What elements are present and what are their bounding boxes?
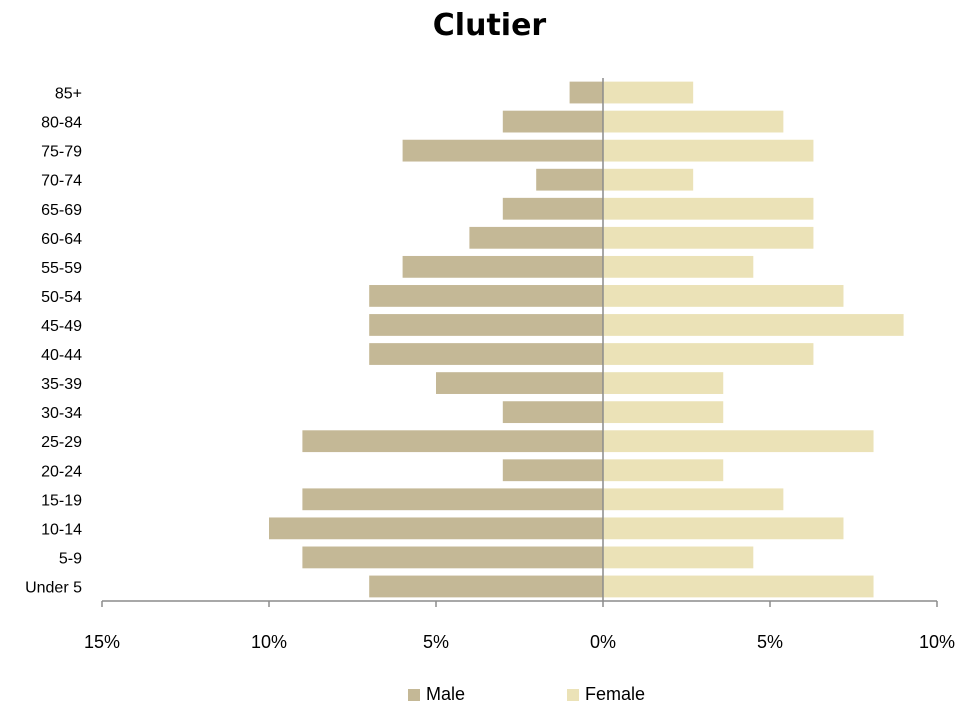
- category-label-40-44: 40-44: [41, 347, 82, 364]
- bar-female-20-24: [603, 459, 724, 482]
- bar-male-85-: [569, 81, 603, 104]
- category-label-35-39: 35-39: [41, 376, 82, 393]
- legend-item-female: Female: [567, 684, 645, 705]
- category-label-50-54: 50-54: [41, 289, 82, 306]
- category-label-85-: 85+: [55, 86, 82, 103]
- bar-female-10-14: [603, 517, 844, 540]
- bar-male-20-24: [502, 459, 603, 482]
- x-tick-label: 5%: [757, 632, 783, 652]
- bar-male-65-69: [502, 197, 603, 220]
- category-label-10-14: 10-14: [41, 521, 82, 538]
- x-tick-label: 0%: [590, 632, 616, 652]
- category-label-70-74: 70-74: [41, 173, 82, 190]
- bar-male-80-84: [502, 110, 603, 133]
- category-label-5-9: 5-9: [59, 550, 82, 567]
- bar-female-5-9: [603, 546, 754, 569]
- bar-male-under-5: [369, 575, 603, 598]
- category-label-80-84: 80-84: [41, 115, 82, 132]
- bar-male-75-79: [402, 139, 603, 162]
- category-label-55-59: 55-59: [41, 260, 82, 277]
- bar-male-25-29: [302, 430, 603, 453]
- legend-item-male: Male: [408, 684, 465, 705]
- category-label-25-29: 25-29: [41, 434, 82, 451]
- category-label-30-34: 30-34: [41, 405, 82, 422]
- category-label-45-49: 45-49: [41, 318, 82, 335]
- bar-male-10-14: [269, 517, 603, 540]
- bar-male-15-19: [302, 488, 603, 511]
- bar-male-30-34: [502, 401, 603, 424]
- bar-male-40-44: [369, 343, 603, 365]
- legend: Male Female: [0, 684, 979, 712]
- bar-female-35-39: [603, 372, 724, 394]
- legend-swatch-male: [408, 688, 420, 701]
- bar-female-70-74: [603, 168, 694, 191]
- category-label-65-69: 65-69: [41, 202, 82, 219]
- bar-female-75-79: [603, 139, 814, 162]
- bar-female-30-34: [603, 401, 724, 424]
- bar-female-85-: [603, 81, 694, 104]
- bar-female-60-64: [603, 226, 814, 249]
- x-tick-label: 10%: [251, 632, 287, 652]
- bar-female-65-69: [603, 197, 814, 220]
- bar-female-15-19: [603, 488, 784, 511]
- category-label-75-79: 75-79: [41, 144, 82, 161]
- bar-female-under-5: [603, 575, 874, 598]
- bar-female-80-84: [603, 110, 784, 133]
- bar-female-40-44: [603, 343, 814, 365]
- bar-female-55-59: [603, 255, 754, 278]
- bar-male-5-9: [302, 546, 603, 569]
- category-label-60-64: 60-64: [41, 231, 82, 248]
- x-tick-label: 10%: [919, 632, 955, 652]
- bar-female-45-49: [603, 314, 904, 336]
- bar-male-35-39: [436, 372, 603, 394]
- chart-title: Clutier: [432, 8, 547, 43]
- category-label-15-19: 15-19: [41, 492, 82, 509]
- bar-male-50-54: [369, 285, 603, 307]
- category-label-20-24: 20-24: [41, 463, 82, 480]
- bar-male-45-49: [369, 314, 603, 336]
- category-label-under-5: Under 5: [25, 579, 82, 596]
- legend-swatch-female: [567, 688, 579, 701]
- bar-female-25-29: [603, 430, 874, 453]
- bar-male-60-64: [469, 226, 603, 249]
- bar-male-55-59: [402, 255, 603, 278]
- x-tick-label: 15%: [84, 632, 120, 652]
- bar-male-70-74: [536, 168, 603, 191]
- bar-female-50-54: [603, 285, 844, 307]
- x-tick-label: 5%: [423, 632, 449, 652]
- legend-label-female: Female: [585, 684, 646, 704]
- legend-label-male: Male: [426, 684, 466, 704]
